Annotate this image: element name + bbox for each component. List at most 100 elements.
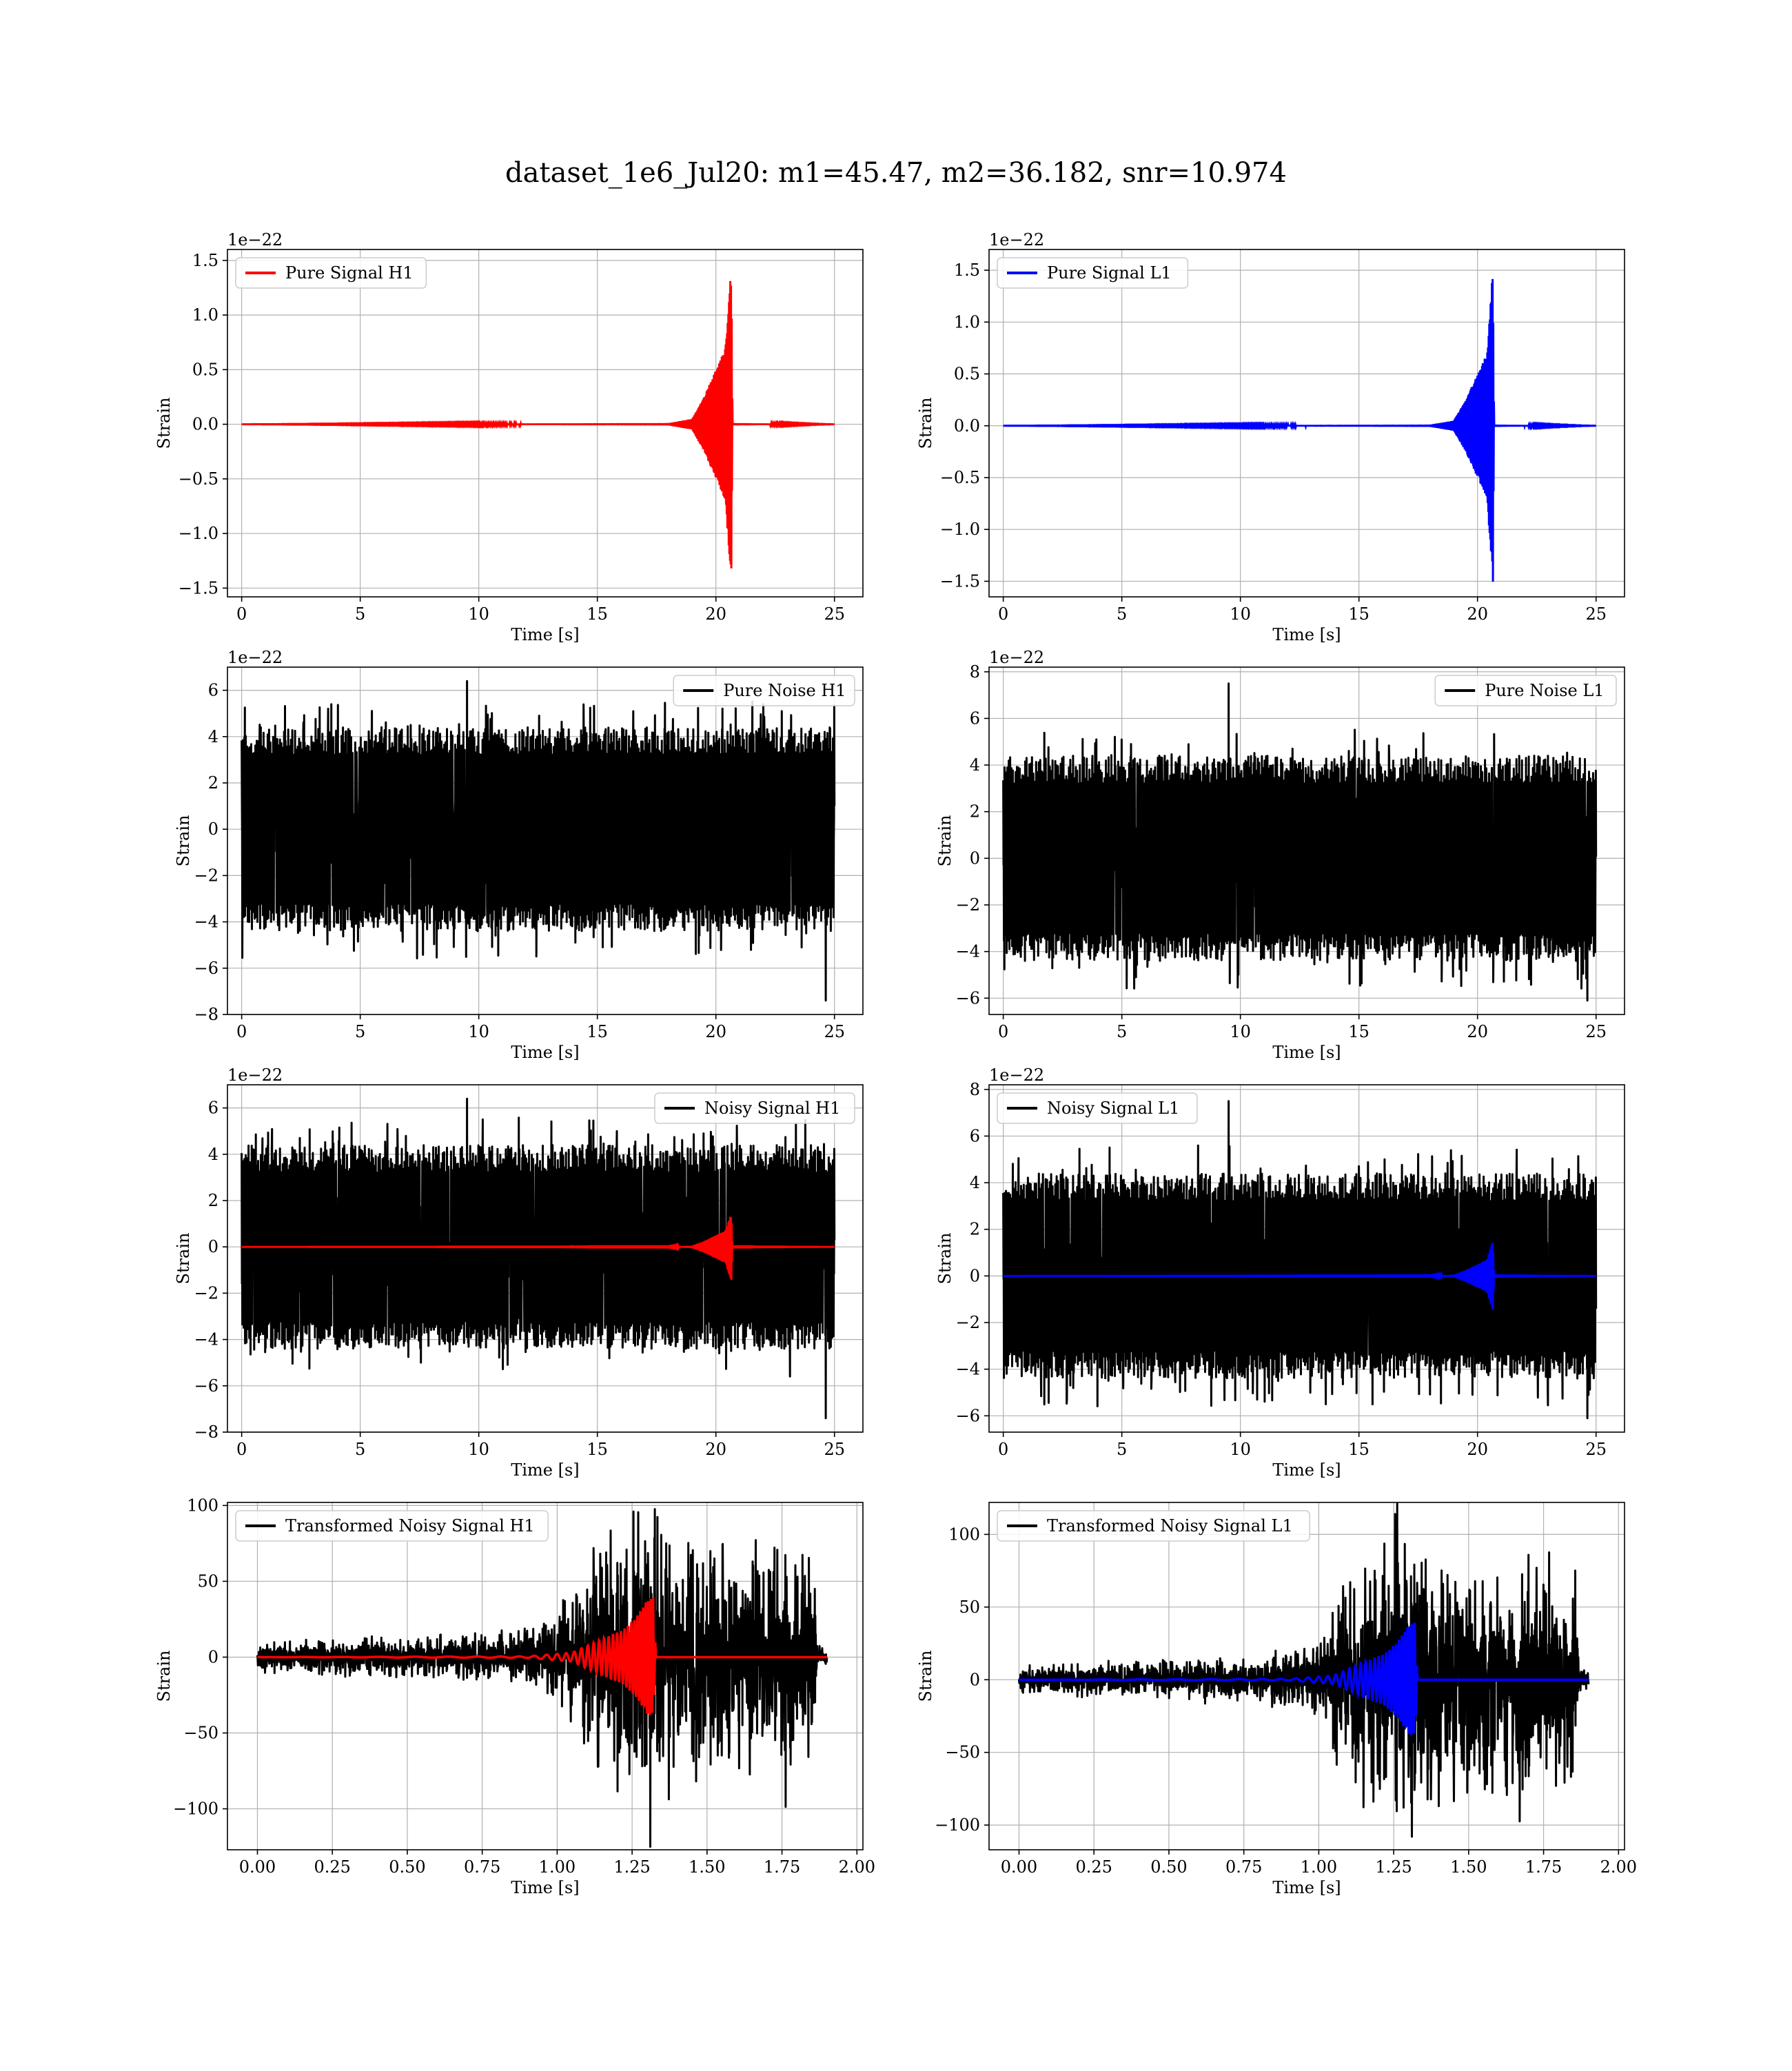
x-tick-label: 1.50: [689, 1857, 725, 1877]
signal-series-line: [241, 280, 835, 569]
plot-area: [241, 280, 835, 569]
legend-box: [997, 257, 1189, 289]
y-tick-label: 100: [948, 1524, 980, 1544]
offset-text: 1e−22: [227, 1065, 283, 1085]
x-tick-label: 25: [1585, 1440, 1607, 1459]
y-tick-label: 0.5: [192, 360, 218, 379]
legend-box: [654, 1092, 855, 1124]
x-tick-label: 1.00: [539, 1857, 576, 1877]
noise-series-line: [241, 1097, 836, 1420]
legend: Transformed Noisy Signal H1: [235, 1510, 549, 1542]
x-axis-label: Time [s]: [1272, 625, 1341, 644]
y-tick-label: −8: [194, 1005, 218, 1024]
x-tick-label: 15: [1348, 1440, 1370, 1459]
x-axis-label: Time [s]: [1272, 1460, 1341, 1480]
x-tick-label: 15: [587, 604, 608, 624]
subplot-transformed-noisy-signal-h1: 0.00 0.25 0.50 0.75 1.00 1.25 1.50 1.75 2.00 −100…: [154, 1496, 875, 1897]
x-axis-label: Time [s]: [1272, 1043, 1341, 1062]
plot-area: [1018, 1502, 1590, 1838]
x-axis-label: Time [s]: [511, 1043, 579, 1062]
y-tick-label: 8: [970, 1080, 980, 1099]
legend: Pure Signal H1: [235, 257, 427, 289]
x-tick-label: 0: [236, 1022, 247, 1041]
y-tick-label: 0: [970, 848, 980, 868]
x-tick-label: 0: [998, 1440, 1008, 1459]
x-tick-label: 15: [1348, 1022, 1370, 1041]
axes-frame: [227, 1084, 864, 1433]
y-tick-label: 4: [970, 755, 980, 775]
y-tick-label: 6: [208, 1099, 218, 1118]
x-tick-label: 20: [1467, 1440, 1488, 1459]
legend-box: [997, 1092, 1198, 1124]
x-tick-label: 10: [468, 604, 489, 624]
signal-series-line: [1003, 1242, 1596, 1310]
y-tick-label: 0: [208, 1237, 218, 1256]
offset-text: 1e−22: [989, 1065, 1044, 1085]
x-tick-label: 0.75: [1225, 1857, 1262, 1877]
x-tick-label: 0: [236, 1440, 247, 1459]
plot-area: [1002, 682, 1598, 1002]
x-tick-label: 15: [587, 1440, 608, 1459]
axes-frame: [988, 1502, 1625, 1850]
x-tick-label: 25: [1585, 1022, 1607, 1041]
axes-frame: [227, 666, 864, 1015]
y-tick-label: 0: [970, 1670, 980, 1689]
y-tick-label: −0.5: [179, 469, 218, 489]
offset-text: 1e−22: [227, 648, 283, 667]
plot-area: [1003, 278, 1596, 582]
y-tick-label: −0.5: [940, 468, 980, 487]
x-tick-label: 10: [468, 1022, 489, 1041]
x-tick-label: 25: [824, 1440, 845, 1459]
whitened-series-line: [1018, 1502, 1590, 1838]
y-tick-label: 1.0: [954, 312, 980, 331]
plot-area: [241, 1097, 836, 1420]
legend-label: Pure Noise L1: [1485, 681, 1604, 700]
y-tick-label: 0.0: [954, 416, 980, 436]
legend: Pure Noise H1: [673, 675, 855, 706]
x-tick-label: 0.25: [314, 1857, 350, 1877]
y-tick-label: −8: [194, 1422, 218, 1442]
y-axis-label: Strain: [916, 1651, 935, 1702]
y-tick-label: 2: [208, 1191, 218, 1210]
x-tick-label: 5: [355, 604, 365, 624]
y-tick-label: 6: [970, 1126, 980, 1145]
x-tick-label: 2.00: [1600, 1857, 1637, 1877]
y-tick-label: −2: [194, 866, 218, 885]
y-tick-label: 1.5: [954, 261, 980, 280]
legend-box: [1434, 675, 1617, 706]
x-tick-label: 1.25: [613, 1857, 650, 1877]
offset-text: 1e−22: [989, 230, 1044, 249]
subplot-noisy-signal-h1: 0 5 10 15 20 25 −8 −6 −4 −2 0 2 4 6 Time [s] Strain 1e−2…: [174, 1065, 864, 1480]
x-tick-label: 2.00: [839, 1857, 875, 1877]
x-tick-label: 5: [355, 1440, 365, 1459]
y-tick-label: 1.5: [192, 251, 218, 270]
y-tick-label: −4: [956, 942, 980, 961]
x-tick-label: 1.75: [1525, 1857, 1562, 1877]
y-axis-label: Strain: [935, 815, 955, 867]
legend: Pure Noise L1: [1434, 675, 1617, 706]
x-tick-label: 25: [824, 1022, 845, 1041]
y-tick-label: 2: [970, 1220, 980, 1239]
x-tick-label: 10: [1230, 1022, 1251, 1041]
x-tick-label: 20: [705, 1440, 726, 1459]
y-tick-label: 2: [970, 802, 980, 822]
x-tick-label: 0.50: [1150, 1857, 1187, 1877]
offset-text: 1e−22: [989, 648, 1044, 667]
x-tick-label: 0.25: [1075, 1857, 1112, 1877]
y-tick-label: −2: [956, 895, 980, 915]
offset-text: 1e−22: [227, 230, 283, 249]
axes-frame: [227, 1502, 864, 1850]
whitened-series-line: [256, 1508, 828, 1848]
x-tick-label: 5: [1117, 604, 1127, 624]
legend-label: Transformed Noisy Signal L1: [1047, 1516, 1293, 1536]
y-tick-label: −4: [194, 912, 218, 932]
y-axis-label: Strain: [174, 815, 193, 867]
y-tick-label: 1.0: [192, 305, 218, 325]
x-tick-label: 20: [705, 1022, 726, 1041]
y-tick-label: −1.0: [179, 524, 218, 543]
y-tick-label: −6: [956, 988, 980, 1008]
subplot-pure-signal-h1: 0 5 10 15 20 25 −1.5 −1.0 −0.5 0.0 0.5 1.0 1.5 Time […: [154, 230, 864, 644]
y-axis-label: Strain: [935, 1233, 955, 1285]
x-axis-label: Time [s]: [511, 625, 579, 644]
x-tick-label: 1.00: [1301, 1857, 1337, 1877]
